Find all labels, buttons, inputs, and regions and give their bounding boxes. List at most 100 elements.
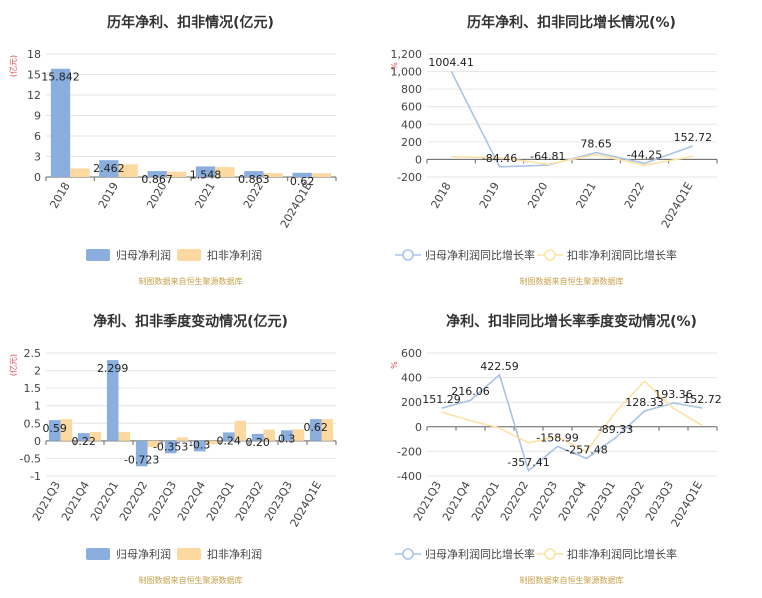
legend-swatch	[177, 249, 201, 261]
unit-label: %	[390, 62, 399, 70]
y-tick-label: 600	[401, 101, 422, 114]
legend-label: 扣非净利润	[207, 248, 262, 262]
data-label: -0.3	[189, 438, 210, 451]
bar-deducted-profit	[292, 429, 305, 441]
bar-net-profit	[135, 440, 148, 467]
bar-net-profit	[164, 440, 177, 454]
chart-title: 历年净利、扣非情况(亿元)	[107, 15, 274, 31]
bar-deducted-profit	[311, 173, 332, 177]
y-tick-label: 3	[34, 151, 41, 164]
legend-swatch-marker	[402, 249, 414, 261]
annual-growth-chart: 历年净利、扣非同比增长情况(%) % 1,200 1,000 800 600 400 200…	[381, 0, 762, 299]
quarterly-profit-chart: 净利、扣非季度变动情况(亿元) (亿元) 2.5 2 1.5 1 0.5 0 -0.5 -1 20…	[0, 299, 381, 598]
legend-label: 归母净利润同比增长率	[425, 248, 535, 262]
chart-title: 历年净利、扣非同比增长情况(%)	[467, 15, 676, 31]
legend-label: 扣非净利润同比增长率	[567, 248, 677, 262]
bar-deducted-profit	[147, 440, 160, 448]
unit-label: %	[390, 361, 399, 369]
x-tick-label: 2024Q1E	[659, 180, 696, 230]
bar-deducted-profit	[176, 437, 189, 441]
legend-label: 归母净利润	[116, 547, 171, 561]
line-deducted-profit-growth	[451, 153, 693, 166]
data-label: 0.62	[303, 421, 328, 434]
data-label: 216.06	[451, 385, 490, 398]
data-label: 0.867	[141, 173, 173, 186]
data-label: 128.33	[625, 396, 664, 409]
y-tick-label: 12	[27, 89, 41, 102]
y-tick-label: -0.5	[20, 452, 41, 465]
data-label: 2.462	[93, 162, 125, 175]
data-label: -0.723	[124, 453, 159, 466]
bar-deducted-profit	[60, 419, 73, 441]
y-tick-label: -200	[397, 445, 422, 458]
legend-label: 归母净利润	[116, 248, 171, 262]
bar-net-profit	[309, 419, 322, 441]
quarterly-growth-line-chart: %6004002000-200-4002021Q32021Q42022Q1202…	[390, 347, 722, 561]
data-label: -84.46	[482, 152, 517, 165]
legend-label: 扣非净利润同比增长率	[567, 547, 677, 561]
chart-title: 净利、扣非季度变动情况(亿元)	[93, 314, 288, 330]
x-tick-label: 2019	[96, 180, 121, 211]
y-tick-label: 600	[401, 347, 422, 360]
data-label: 15.842	[41, 71, 80, 84]
data-label: 422.59	[480, 360, 519, 373]
x-tick-label: 2019	[477, 180, 502, 211]
data-label: 78.65	[580, 138, 612, 151]
annual-profit-chart: 历年净利、扣非情况(亿元) (亿元) 18 15 12 9 6 3 0 2018 2019 2020…	[0, 0, 381, 299]
bar-deducted-profit	[205, 440, 218, 445]
data-label: 152.72	[683, 393, 722, 406]
y-tick-label: 0.5	[24, 417, 42, 430]
bar-deducted-profit	[118, 432, 131, 441]
annual-growth-line-chart: %1,200 1,000 800 600 400 200 0 -200 2018 2019 2020…	[390, 48, 718, 262]
data-label: -44.25	[627, 148, 662, 161]
y-tick-label: -200	[397, 171, 422, 184]
x-tick-label: 2022	[622, 180, 647, 211]
y-tick-label: 200	[401, 136, 422, 149]
y-tick-label: 1,000	[391, 66, 423, 79]
bar-net-profit	[193, 440, 206, 452]
data-label: 0.3	[278, 432, 296, 445]
y-tick-label: 400	[401, 118, 422, 131]
chart-source: 制图数据来自恒生聚源数据库	[519, 576, 624, 585]
bar-net-profit	[147, 171, 167, 177]
y-tick-label: 0	[34, 171, 41, 184]
data-label: 0.20	[245, 436, 270, 449]
y-tick-label: 1,200	[391, 48, 423, 61]
data-label: -89.33	[598, 423, 633, 436]
unit-label: (亿元)	[8, 55, 18, 77]
legend-swatch	[86, 548, 110, 560]
bar-deducted-profit	[321, 419, 334, 441]
bar-net-profit	[244, 171, 264, 177]
line-deducted-profit-growth	[441, 380, 703, 453]
y-tick-label: 1	[34, 400, 41, 413]
bar-net-profit	[50, 68, 71, 177]
data-label: 0.22	[71, 435, 96, 448]
bar-deducted-profit	[89, 432, 102, 441]
bar-net-profit	[195, 166, 216, 177]
y-tick-label: -400	[397, 470, 422, 483]
unit-label: (亿元)	[8, 354, 18, 376]
bar-deducted-profit	[118, 164, 138, 177]
quarterly-growth-chart: 净利、扣非同比增长率季度变动情况(%) % 600 400 200 0 -200 -400 2…	[381, 299, 762, 598]
data-label: 0.24	[216, 434, 241, 447]
chart-title: 净利、扣非同比增长率季度变动情况(%)	[446, 314, 697, 330]
data-label: 1004.41	[428, 56, 474, 69]
data-label: 1.548	[190, 168, 222, 181]
y-tick-label: -1	[30, 470, 41, 483]
bar-net-profit	[292, 172, 312, 177]
x-tick-label: 2018	[48, 180, 73, 211]
line-net-profit-growth	[441, 373, 703, 473]
data-label: -64.81	[530, 150, 565, 163]
bar-net-profit	[106, 360, 119, 441]
data-label: 0.62	[290, 175, 315, 188]
y-tick-label: 200	[401, 396, 422, 409]
data-label: 151.29	[422, 393, 461, 406]
bar-net-profit	[99, 160, 119, 177]
y-tick-label: 0	[415, 421, 422, 434]
bar-net-profit	[251, 433, 264, 441]
y-tick-label: 0	[34, 435, 41, 448]
x-tick-label: 2021	[193, 180, 218, 211]
bar-deducted-profit	[166, 171, 187, 177]
legend-swatch-marker	[402, 548, 414, 560]
y-tick-label: 6	[34, 130, 41, 143]
